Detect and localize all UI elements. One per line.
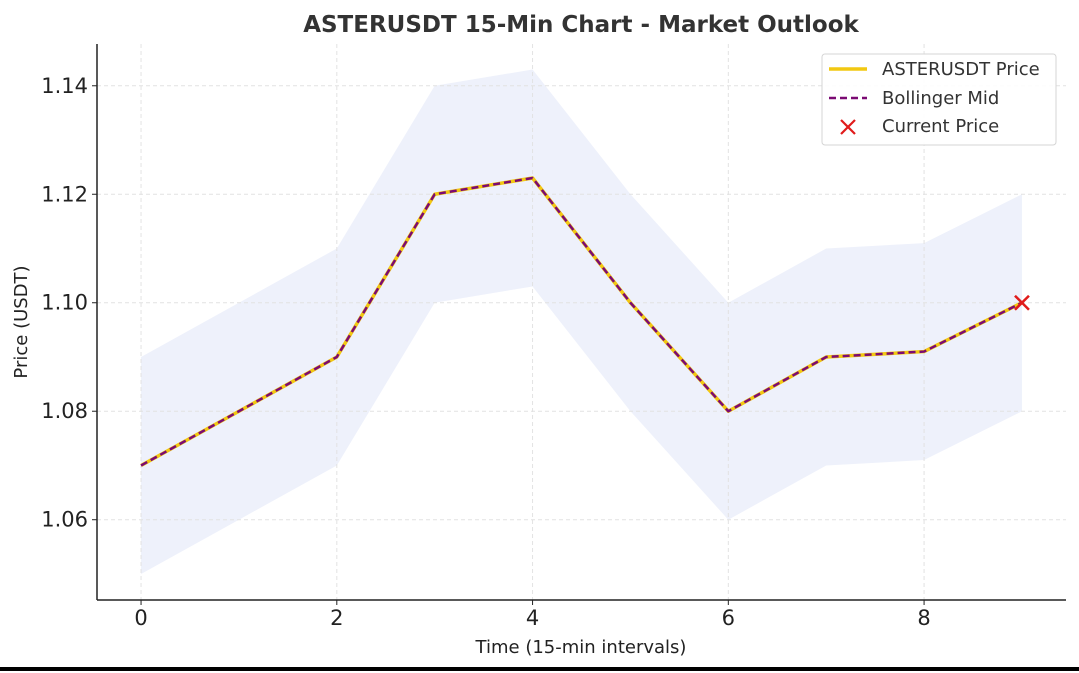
grid-layer xyxy=(97,44,1066,600)
x-axis-label: Time (15-min intervals) xyxy=(475,637,687,658)
x-tick-label: 6 xyxy=(722,606,735,630)
x-tick-label: 0 xyxy=(134,606,147,630)
chart-title: ASTERUSDT 15-Min Chart - Market Outlook xyxy=(303,12,859,38)
current-price-marker-icon xyxy=(1014,294,1030,311)
ticks-layer: 0 2 4 6 8 1.06 1.08 1.10 1.12 1.14 xyxy=(41,74,931,630)
legend-swatch-current-price-icon xyxy=(840,119,856,135)
legend-box xyxy=(821,53,1057,146)
y-tick-label: 1.08 xyxy=(41,399,88,423)
y-tick-label: 1.12 xyxy=(41,182,88,206)
y-tick-label: 1.06 xyxy=(41,508,88,532)
legend-label-bollinger: Bollinger Mid xyxy=(882,88,999,109)
current-price-marker-stroke xyxy=(1014,294,1030,311)
legend-label-current-price: Current Price xyxy=(882,116,999,137)
bollinger-band xyxy=(141,69,1022,574)
bollinger-mid-line xyxy=(140,176,1023,467)
bollinger-band-layer xyxy=(141,69,1022,574)
axes-layer xyxy=(96,44,1066,601)
x-tick-label: 8 xyxy=(917,606,930,630)
y-tick-label: 1.10 xyxy=(41,291,88,315)
x-tick-label: 4 xyxy=(526,606,539,630)
y-tick-label: 1.14 xyxy=(41,74,88,98)
x-tick-label: 2 xyxy=(330,606,343,630)
legend: ASTERUSDT Price Bollinger Mid Current Pr… xyxy=(821,53,1057,146)
bottom-rule xyxy=(0,667,1079,671)
y-axis-label: Price (USDT) xyxy=(11,265,32,378)
lines-layer xyxy=(140,176,1030,468)
legend-label-price: ASTERUSDT Price xyxy=(882,59,1040,80)
